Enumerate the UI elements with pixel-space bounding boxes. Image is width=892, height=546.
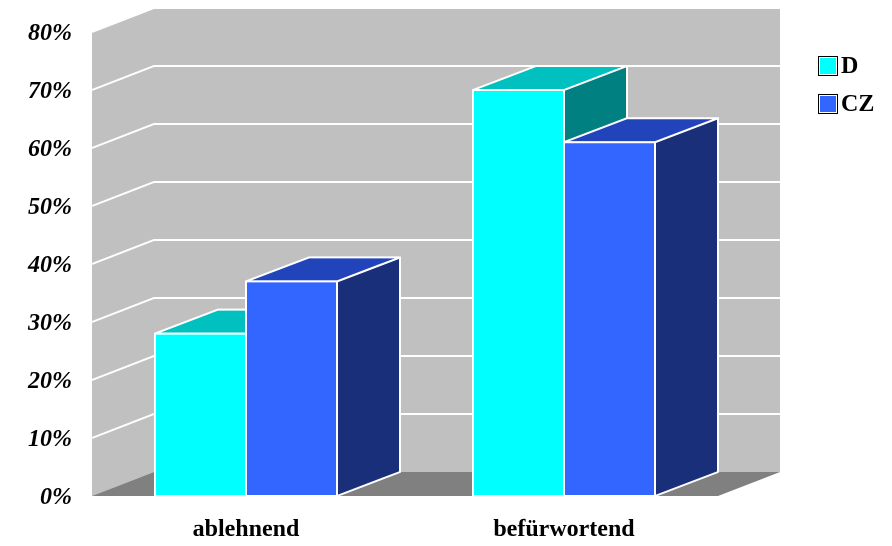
gridline <box>91 7 780 33</box>
y-tick-label: 50% <box>28 194 72 220</box>
legend: D CZ <box>818 51 875 127</box>
legend-label-cz: CZ <box>841 90 875 117</box>
legend-swatch-d <box>818 56 838 76</box>
y-tick-label: 10% <box>28 426 72 452</box>
bar-side <box>654 117 719 497</box>
y-tick-label: 70% <box>28 78 72 104</box>
bar <box>154 332 247 497</box>
y-tick-label: 80% <box>28 20 72 46</box>
legend-item-cz: CZ <box>818 89 875 119</box>
bar <box>563 141 656 497</box>
legend-item-d: D <box>818 51 874 81</box>
bar <box>245 280 338 497</box>
y-tick-label: 30% <box>27 310 72 336</box>
legend-label-d: D <box>841 52 859 79</box>
bar <box>472 89 565 497</box>
y-tick-label: 20% <box>27 368 72 394</box>
y-tick-label: 60% <box>28 136 72 162</box>
bar-side <box>336 256 401 497</box>
y-tick-label: 40% <box>27 252 72 278</box>
x-tick-label: befürwortend <box>493 516 635 542</box>
legend-swatch-cz <box>818 94 838 114</box>
x-tick-label: ablehnend <box>193 516 300 542</box>
y-tick-label: 0% <box>40 484 72 510</box>
